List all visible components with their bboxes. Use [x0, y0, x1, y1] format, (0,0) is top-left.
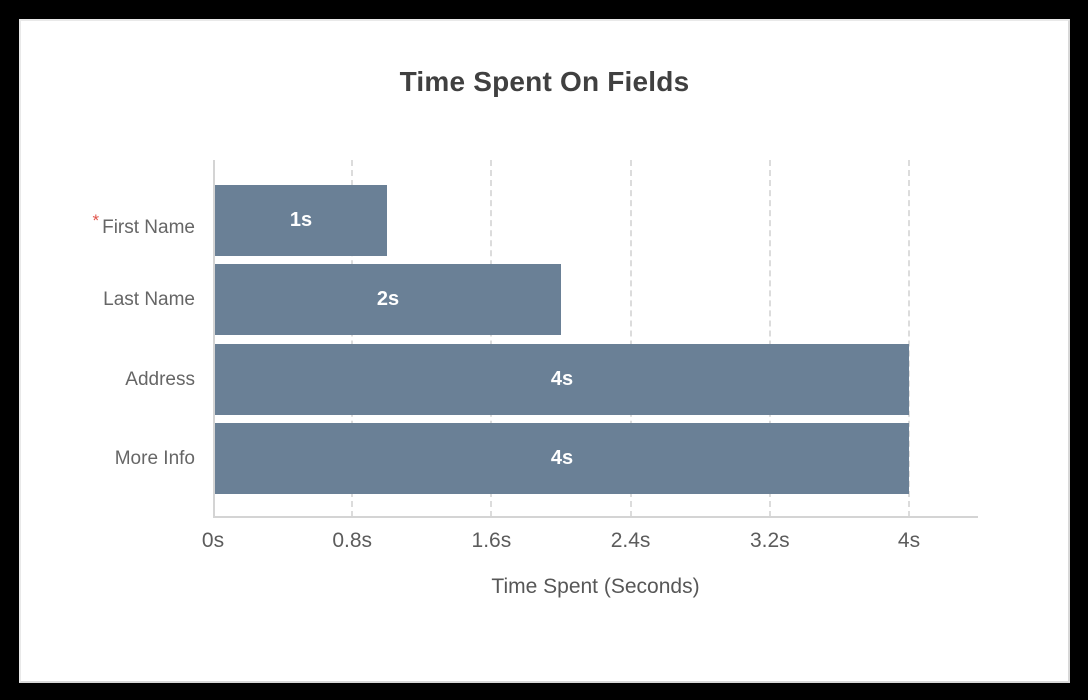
gridline-1.6s — [490, 160, 493, 517]
x-tick-label-0.8s: 0.8s — [332, 529, 373, 552]
gridline-2.4s — [629, 160, 632, 517]
x-axis-line — [213, 516, 978, 518]
x-tick-label-1.6s: 1.6s — [471, 529, 512, 552]
bar-value-label: 1s — [289, 209, 313, 231]
y-axis-line — [213, 160, 215, 517]
gridline-3.2s — [768, 160, 771, 517]
category-label-last-name: Last Name — [103, 289, 195, 310]
x-tick-label-2.4s: 2.4s — [610, 529, 651, 552]
gridline-0.8s — [351, 160, 354, 517]
bar-first-name[interactable]: 1s — [215, 185, 387, 256]
bar-value-label: 4s — [550, 447, 574, 469]
chart-card: Time Spent On Fields 1s 2s 4s 4s * First Nam… — [19, 19, 1070, 683]
category-label-more-info: More Info — [114, 448, 195, 469]
bar-more-info[interactable]: 4s — [215, 423, 909, 494]
bar-value-label: 4s — [550, 368, 574, 390]
x-tick-label-0s: 0s — [201, 529, 225, 552]
bar-last-name[interactable]: 2s — [215, 264, 561, 335]
plot-area: 1s 2s 4s 4s — [213, 160, 978, 518]
bar-address[interactable]: 4s — [215, 344, 909, 415]
x-tick-label-4s: 4s — [897, 529, 921, 552]
required-marker: * — [92, 211, 100, 230]
gridline-4s — [908, 160, 910, 517]
chart-title: Time Spent On Fields — [399, 66, 690, 97]
category-label-first-name: * First Name — [92, 211, 195, 238]
bar-value-label: 2s — [376, 288, 400, 310]
x-axis-title: Time Spent (Seconds) — [491, 575, 700, 598]
x-tick-label-3.2s: 3.2s — [749, 529, 790, 552]
category-label-address: Address — [125, 369, 195, 390]
